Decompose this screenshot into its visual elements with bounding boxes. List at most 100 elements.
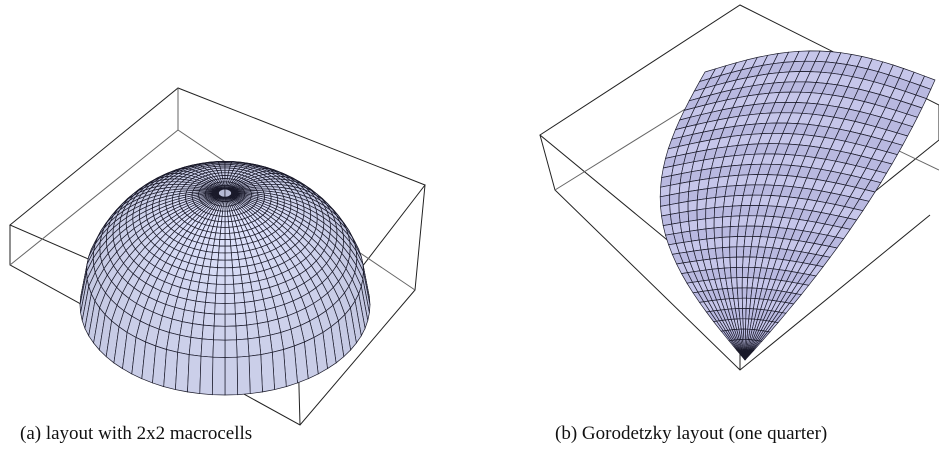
- mesh-cell: [225, 222, 229, 228]
- mesh-cell: [715, 237, 723, 248]
- mesh-cell: [245, 301, 256, 313]
- mesh-cell: [234, 293, 244, 304]
- mesh-cell: [243, 291, 254, 302]
- mesh-cell: [235, 313, 246, 326]
- mesh-cell: [698, 229, 707, 240]
- mesh-cell: [679, 211, 689, 222]
- mesh-cell: [232, 260, 240, 268]
- mesh-cell: [730, 226, 739, 237]
- mesh-cell: [662, 214, 672, 225]
- mesh-cell: [217, 268, 225, 276]
- mesh-cell: [225, 216, 228, 222]
- mesh-cell: [688, 190, 698, 201]
- mesh-cell: [201, 266, 210, 275]
- mesh-cell: [175, 352, 189, 392]
- mesh-cell: [221, 222, 225, 228]
- mesh-cell: [670, 203, 680, 214]
- mesh-cell: [231, 252, 238, 260]
- mesh-cell: [679, 201, 688, 212]
- mesh-cell: [212, 246, 219, 253]
- mesh-cell: [182, 310, 194, 324]
- mesh-cell: [240, 266, 249, 275]
- mesh-cell: [219, 246, 225, 253]
- mesh-cell: [737, 288, 742, 298]
- mesh-cell: [737, 257, 744, 267]
- mesh-cell: [697, 199, 707, 210]
- mesh-cell: [248, 337, 261, 356]
- mesh-cell: [209, 267, 218, 276]
- mesh-cell: [724, 268, 731, 279]
- mesh-cell: [203, 313, 214, 326]
- mesh-cell: [697, 209, 706, 220]
- mesh-cell: [737, 278, 743, 288]
- mesh-cell: [189, 337, 202, 356]
- mesh-cell: [257, 322, 270, 338]
- mesh-cell: [225, 326, 237, 340]
- mesh-cell: [706, 198, 716, 209]
- mesh-cell: [219, 240, 225, 247]
- mesh-cell: [208, 275, 217, 284]
- mesh-cell: [225, 268, 233, 276]
- mesh-cell: [731, 278, 737, 289]
- mesh-cell: [706, 208, 715, 219]
- mesh-cell: [261, 352, 275, 392]
- mesh-cell: [198, 282, 208, 292]
- mesh-cell: [737, 247, 745, 257]
- mesh-cell: [218, 253, 225, 260]
- mesh-cell: [213, 340, 225, 358]
- mesh-cell: [218, 260, 226, 268]
- mesh-cell: [233, 267, 242, 276]
- mesh-cell: [223, 206, 225, 211]
- mesh-cell: [722, 227, 730, 238]
- caption: (b) Gorodetzky layout (one quarter): [555, 421, 939, 447]
- mesh-cell: [247, 324, 259, 339]
- mesh-cell: [216, 284, 225, 293]
- mesh-cell: [225, 276, 234, 285]
- mesh-cell: [225, 303, 235, 314]
- mesh-cell: [210, 260, 218, 268]
- mesh-cell: [231, 246, 238, 253]
- mesh-cell: [188, 355, 202, 394]
- mesh-cell: [215, 303, 225, 314]
- dome-surface: [80, 161, 370, 395]
- mesh-cell: [737, 267, 743, 277]
- mesh-cell: [220, 233, 225, 239]
- mesh-cell: [689, 220, 698, 231]
- mesh-cell: [225, 357, 238, 395]
- mesh-cell: [214, 314, 225, 326]
- mesh-cell: [706, 218, 715, 229]
- mesh-cell: [223, 202, 225, 207]
- mesh-cell: [194, 301, 205, 313]
- mesh-cell: [225, 211, 228, 216]
- mesh-cell: [706, 228, 715, 239]
- mesh-cell: [234, 284, 244, 294]
- mesh-cell: [236, 325, 248, 340]
- mesh-cell: [225, 284, 234, 293]
- mesh-cell: [723, 257, 730, 268]
- mesh-cell: [204, 302, 215, 314]
- mesh-cell: [199, 274, 209, 284]
- mesh-cell: [235, 302, 246, 314]
- figure-page: (a) layout with 2x2 macrocells (b) Gorod…: [0, 0, 939, 476]
- mesh-cell: [225, 240, 231, 247]
- mesh-cell: [211, 252, 218, 260]
- mesh-cell: [738, 298, 743, 308]
- mesh-cell: [212, 357, 225, 395]
- mesh-cell: [206, 293, 216, 304]
- mesh-cell: [730, 267, 736, 278]
- mesh-cell: [225, 293, 235, 303]
- mesh-cell: [201, 339, 214, 357]
- mesh-cell: [222, 211, 225, 216]
- mesh-cell: [224, 197, 225, 201]
- mesh-cell: [688, 200, 697, 211]
- mesh-cell: [697, 189, 707, 200]
- mesh-cell: [214, 239, 220, 246]
- mesh-cell: [714, 227, 722, 238]
- mesh-cell: [256, 310, 268, 324]
- mesh-cell: [222, 216, 225, 222]
- mesh-cell: [207, 284, 217, 294]
- mesh-cell: [225, 314, 236, 326]
- mesh-cell: [730, 237, 738, 248]
- mesh-cell: [237, 339, 250, 357]
- mesh-cell: [723, 247, 730, 258]
